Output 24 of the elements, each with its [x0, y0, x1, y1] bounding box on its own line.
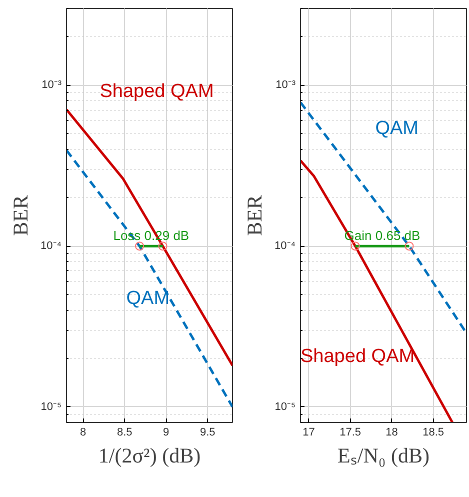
- x-tick-label: 8: [80, 426, 86, 438]
- x-tick-label: 9.5: [200, 426, 216, 438]
- y-tick-label: 10⁻⁵: [40, 400, 62, 413]
- y-tick-label: 10⁻⁴: [40, 240, 62, 252]
- y-tick-label: 10⁻⁵: [274, 400, 296, 413]
- x-tick-label: 9: [163, 426, 170, 438]
- x-axis-title: Eₛ/N₀ (dB): [338, 444, 430, 468]
- line-series: [66, 108, 232, 367]
- y-tick-label: 10⁻³: [276, 79, 296, 92]
- x-tick-label: 18: [386, 426, 398, 438]
- x-tick-label: 18.5: [422, 426, 444, 438]
- series-label: Shaped QAM: [300, 346, 415, 367]
- y-axis-title: BER: [242, 195, 267, 236]
- y-tick-label: 10⁻⁴: [274, 240, 296, 252]
- x-tick-label: 8.5: [116, 426, 132, 438]
- y-tick-label: 10⁻³: [42, 79, 62, 92]
- series-label: QAM: [375, 118, 418, 140]
- series-label: Shaped QAM: [100, 80, 214, 102]
- series-label: QAM: [126, 288, 170, 309]
- x-tick-label: 17: [302, 426, 315, 438]
- x-axis-title: 1/(2σ²) (dB): [98, 444, 201, 468]
- y-axis-title: BER: [8, 195, 33, 236]
- line-series: [300, 159, 454, 422]
- x-tick-label: 17.5: [340, 426, 362, 438]
